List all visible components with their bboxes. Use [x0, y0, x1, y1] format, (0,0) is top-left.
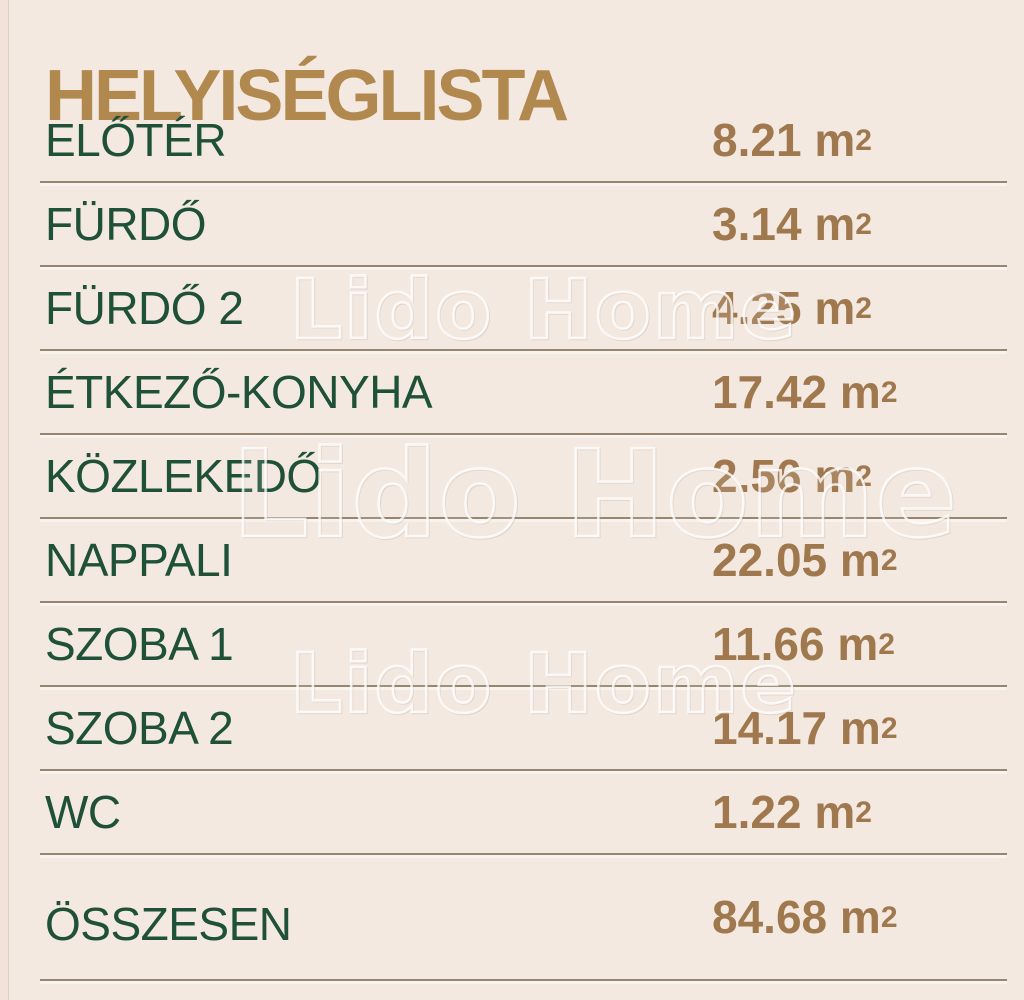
room-name: ELŐTÉR	[45, 114, 227, 166]
area-unit: m2	[839, 534, 898, 586]
room-row-furdo2: FÜRDŐ 2 4.25 m2	[40, 267, 1007, 351]
area-number: 3.14	[712, 198, 802, 250]
area-unit: m2	[814, 198, 872, 250]
room-area: 11.66 m2	[712, 617, 895, 671]
room-row-etkezo-konyha: ÉTKEZŐ-KONYHA 17.42 m2	[40, 351, 1007, 435]
room-area: 17.42 m2	[712, 365, 898, 419]
area-unit: m2	[814, 282, 872, 334]
area-number: 2.56	[712, 450, 802, 502]
room-name: ÉTKEZŐ-KONYHA	[45, 366, 433, 418]
room-name: FÜRDŐ	[45, 198, 207, 250]
room-name: FÜRDŐ 2	[45, 282, 244, 334]
room-row-eloter: ELŐTÉR 8.21 m2	[40, 99, 1007, 183]
area-number: 84.68	[712, 891, 828, 943]
page-left-edge	[0, 0, 9, 1000]
area-unit: m2	[837, 618, 895, 670]
total-label: ÖSSZESEN	[45, 898, 292, 950]
room-area: 8.21 m2	[712, 113, 872, 167]
room-name: KÖZLEKEDŐ	[45, 450, 322, 502]
area-number: 17.42	[712, 366, 828, 418]
area-unit: m2	[839, 702, 898, 754]
room-row-furdo: FÜRDŐ 3.14 m2	[40, 183, 1007, 267]
area-unit: m2	[814, 114, 872, 166]
room-name: SZOBA 1	[45, 618, 234, 670]
area-number: 22.05	[712, 534, 828, 586]
area-number: 4.25	[712, 282, 802, 334]
room-area: 3.14 m2	[712, 197, 872, 251]
room-row-nappali: NAPPALI 22.05 m2	[40, 519, 1007, 603]
room-area: 22.05 m2	[712, 533, 898, 587]
room-area: 14.17 m2	[712, 701, 898, 755]
area-number: 8.21	[712, 114, 802, 166]
room-row-wc: WC 1.22 m2	[40, 771, 1007, 855]
area-number: 11.66	[712, 618, 825, 670]
area-unit: m2	[839, 366, 898, 418]
area-number: 14.17	[712, 702, 828, 754]
room-name: NAPPALI	[45, 534, 233, 586]
room-row-szoba1: SZOBA 1 11.66 m2	[40, 603, 1007, 687]
room-name: WC	[45, 786, 121, 838]
page-title: HELYISÉGLISTA	[45, 56, 569, 137]
area-number: 1.22	[712, 786, 802, 838]
total-row: ÖSSZESEN 84.68 m2	[40, 855, 1007, 981]
total-area: 84.68 m2	[712, 890, 898, 944]
area-unit: m2	[814, 450, 872, 502]
room-row-szoba2: SZOBA 2 14.17 m2	[40, 687, 1007, 771]
area-unit: m2	[839, 891, 898, 943]
room-area: 1.22 m2	[712, 785, 872, 839]
area-unit: m2	[814, 786, 872, 838]
room-name: SZOBA 2	[45, 702, 234, 754]
room-area: 2.56 m2	[712, 449, 872, 503]
room-area: 4.25 m2	[712, 281, 872, 335]
room-list: ELŐTÉR 8.21 m2 FÜRDŐ 3.14 m2 FÜRDŐ 2 4.2…	[40, 99, 1007, 981]
room-row-kozlekedo: KÖZLEKEDŐ 2.56 m2	[40, 435, 1007, 519]
